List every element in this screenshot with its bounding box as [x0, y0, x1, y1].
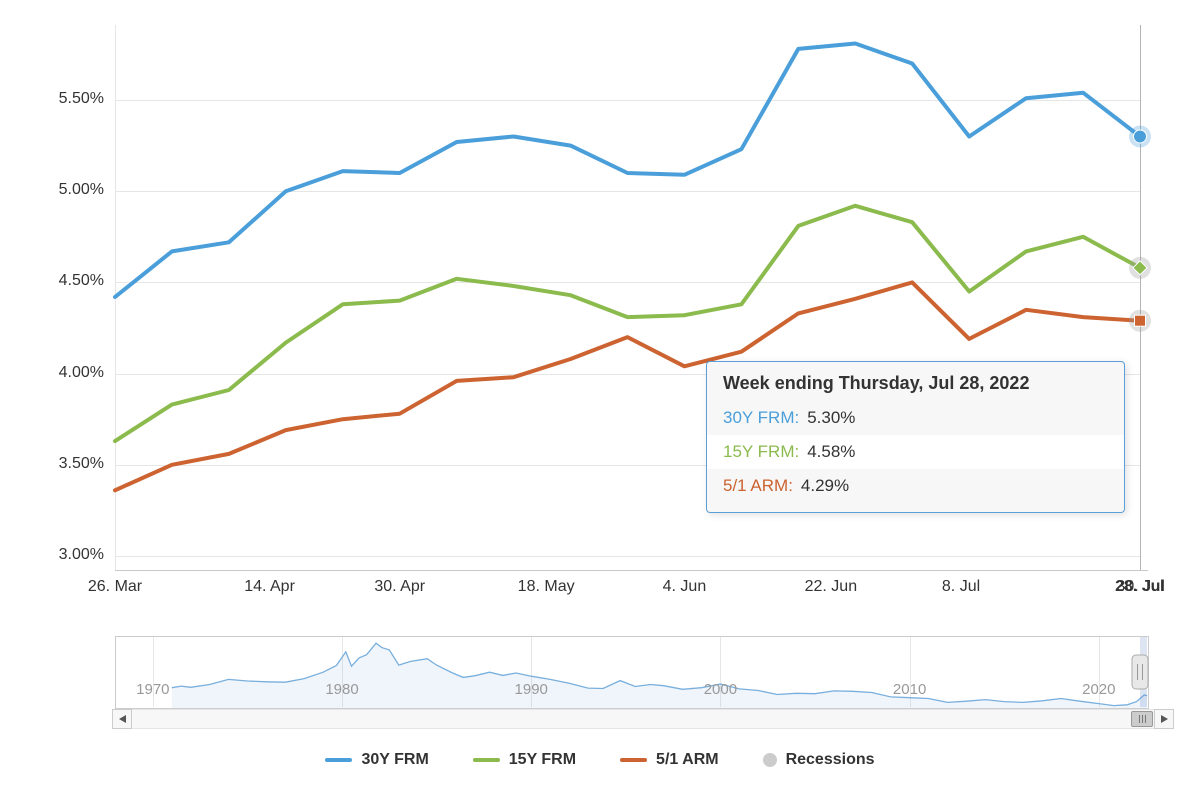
series-line-30y-frm[interactable] [113, 41, 1142, 299]
series-line-15y-frm[interactable] [113, 203, 1142, 444]
navigator-year-label: 2020 [1082, 681, 1116, 698]
legend-item-5-1-arm[interactable]: 5/1 ARM [620, 751, 719, 769]
tooltip-series-value: 5.30% [807, 408, 856, 427]
right-arrow-icon [1160, 715, 1168, 723]
scrollbar-track[interactable] [132, 709, 1154, 729]
tooltip-rows: 30Y FRM: 5.30% 15Y FRM: 4.58% 5/1 ARM: 4.29% [707, 401, 1124, 503]
scrollbar-right-button[interactable] [1154, 709, 1174, 729]
navigator-handle[interactable] [1131, 654, 1149, 690]
navigator-scrollbar [112, 709, 1174, 729]
legend-line-swatch [325, 758, 353, 762]
tooltip-series-label: 30Y FRM: [723, 408, 800, 427]
tooltip-row: 30Y FRM: 5.30% [707, 401, 1124, 435]
y-axis-label: 4.00% [58, 363, 104, 381]
y-axis-label: 5.50% [58, 90, 104, 107]
last-point-marker-5-1-arm[interactable] [1134, 314, 1146, 327]
x-axis-label: 30. Apr [374, 578, 426, 595]
x-axis-label: 8. Jul [941, 578, 981, 595]
tooltip-series-label: 15Y FRM: [723, 442, 800, 461]
left-arrow-icon [118, 715, 126, 723]
tooltip-series-value: 4.58% [807, 442, 856, 461]
legend-item-recessions[interactable]: Recessions [762, 751, 875, 769]
navigator-year-label: 2010 [892, 681, 927, 698]
tooltip-series-value: 4.29% [800, 476, 850, 495]
x-axis-label-active: 28. Jul [1115, 578, 1165, 595]
chart-legend: 30Y FRM 15Y FRM 5/1 ARM Recessions [0, 751, 1200, 769]
last-point-marker-30y-frm[interactable] [1133, 129, 1147, 144]
y-axis-label: 4.50% [58, 272, 104, 290]
legend-label: 30Y FRM [361, 751, 429, 768]
legend-circle-swatch [762, 753, 777, 767]
legend-label: 15Y FRM [508, 751, 577, 768]
tooltip-row: 15Y FRM: 4.58% [707, 435, 1124, 469]
x-axis-label: 4. Jun [662, 578, 707, 595]
tooltip-series-label: 5/1 ARM: [723, 476, 793, 495]
navigator-year-label: 2000 [703, 681, 738, 698]
legend-line-swatch [472, 758, 500, 762]
legend-label: Recessions [785, 751, 875, 768]
x-axis-label: 18. May [517, 578, 575, 595]
x-axis-label: 26. Mar [87, 578, 143, 595]
navigator-year-label: 1970 [136, 681, 170, 698]
scrollbar-thumb[interactable] [1131, 711, 1153, 727]
scrollbar-left-button[interactable] [112, 709, 132, 729]
y-axis-label: 3.50% [58, 454, 104, 472]
legend-line-swatch [620, 758, 648, 762]
navigator-line [171, 642, 1148, 707]
tooltip-title: Week ending Thursday, Jul 28, 2022 [723, 373, 1030, 393]
y-axis-label: 3.00% [58, 546, 104, 563]
tooltip-row: 5/1 ARM: 4.29% [707, 469, 1124, 503]
navigator-year-label: 1990 [514, 681, 548, 698]
legend-item-30y-frm[interactable]: 30Y FRM [325, 751, 429, 769]
legend-item-15y-frm[interactable]: 15Y FRM [472, 751, 577, 769]
x-axis-label: 30. Jul [1116, 578, 1164, 595]
navigator-area [171, 643, 1148, 708]
navigator-year-label: 1980 [325, 681, 359, 698]
x-axis-label: 22. Jun [804, 578, 858, 595]
scrollbar-grip-icon [1141, 715, 1143, 723]
y-axis-label: 5.00% [58, 181, 104, 199]
chart-tooltip: Week ending Thursday, Jul 28, 2022 30Y F… [706, 361, 1125, 513]
last-point-marker-15y-frm[interactable] [1132, 260, 1148, 276]
chart-canvas[interactable] [0, 0, 1200, 745]
legend-label: 5/1 ARM [656, 751, 719, 768]
x-axis-label: 14. Apr [244, 578, 295, 595]
series-line-5-1-arm[interactable] [113, 280, 1142, 493]
